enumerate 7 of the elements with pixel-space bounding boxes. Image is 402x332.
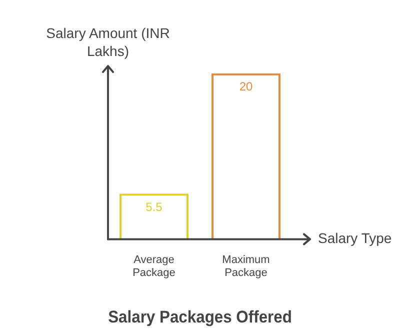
data-label: 5.5 <box>146 200 163 214</box>
x-tick-label: Maximum Package <box>222 254 270 280</box>
data-label: 20 <box>239 80 253 94</box>
y-axis-title: Salary Amount (INR Lakhs) <box>46 25 170 59</box>
x-tick-label: Average Package <box>132 254 176 280</box>
x-axis-title: Salary Type <box>318 230 392 246</box>
text: Salary Packages Offered <box>108 308 292 327</box>
